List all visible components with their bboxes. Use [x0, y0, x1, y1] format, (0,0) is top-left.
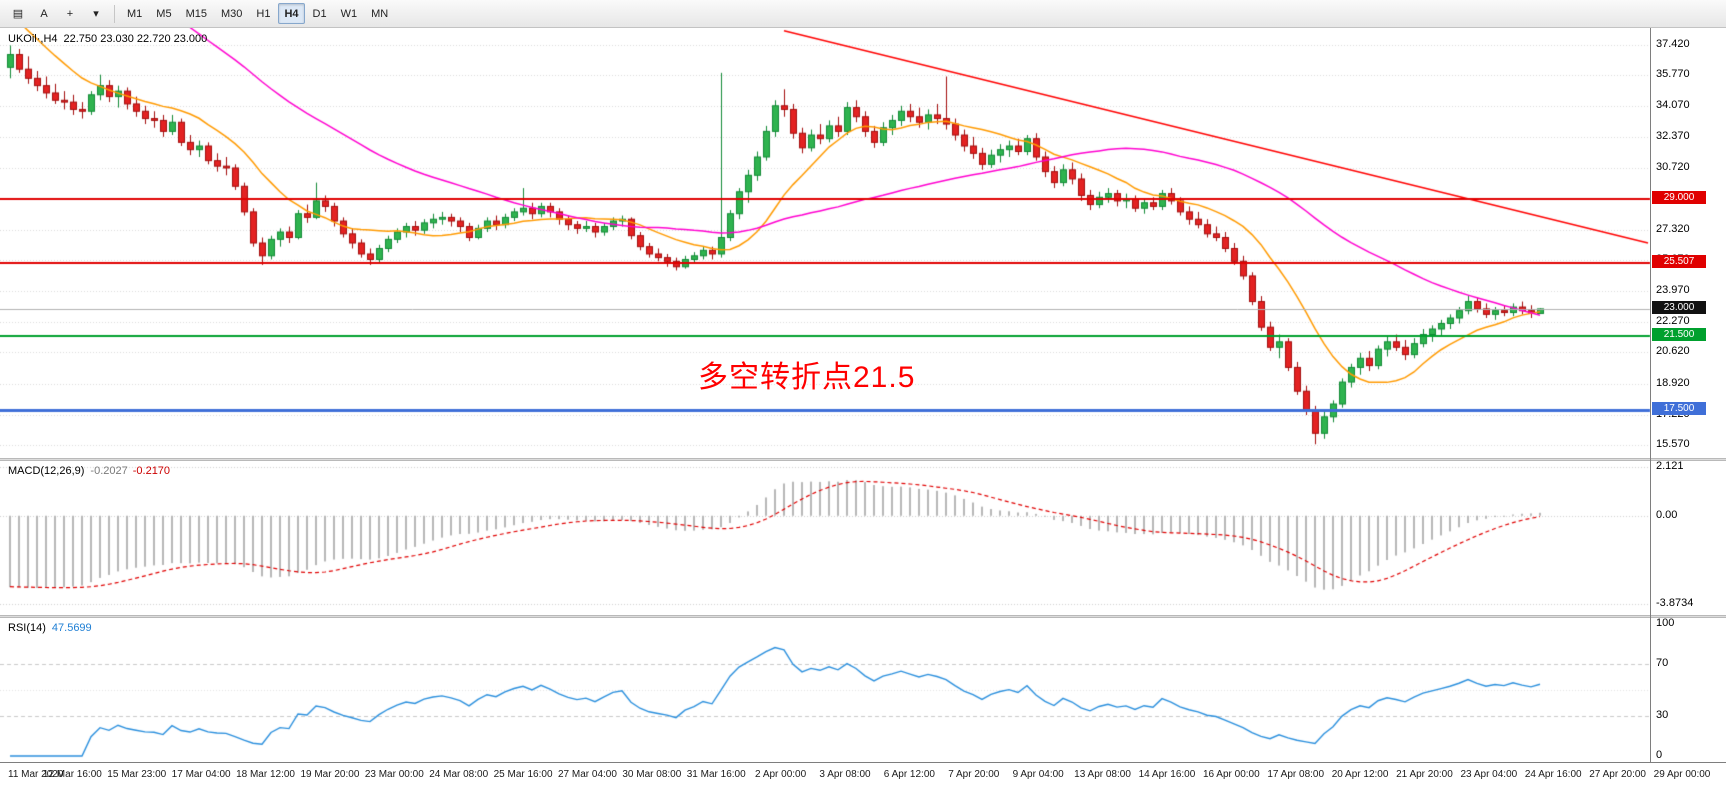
symbol-period-label: UKOil·,H4 — [8, 33, 58, 45]
rsi-scale-label: 70 — [1656, 656, 1669, 669]
price-level-badge-25.507: 25.507 — [1652, 254, 1706, 268]
price-axis-label: 37.420 — [1656, 38, 1690, 51]
price-axis-label: 22.270 — [1656, 315, 1690, 328]
time-axis-label: 9 Apr 04:00 — [1012, 769, 1064, 780]
chart-type-button[interactable]: ▤ — [12, 8, 24, 20]
timeframe-button-h4[interactable]: H4 — [278, 3, 305, 24]
time-axis-label: 19 Mar 20:00 — [300, 769, 360, 780]
price-axis-label: 15.570 — [1656, 437, 1690, 450]
time-axis-label: 11 Mar 2020 — [8, 769, 64, 780]
rsi-indicator-label: RSI(14) 47.5699 — [8, 622, 92, 634]
price-level-badge-17.500: 17.500 — [1652, 401, 1706, 415]
panel-splitter-macd[interactable] — [0, 458, 1726, 461]
toolbar-separator — [114, 4, 115, 23]
time-axis-label: 23 Apr 04:00 — [1460, 769, 1518, 780]
time-axis-label: 7 Apr 20:00 — [948, 769, 1000, 780]
timeframe-button-m1[interactable]: M1 — [127, 7, 143, 20]
time-axis-label: 29 Apr 00:00 — [1653, 769, 1711, 780]
timeframe-group: M1 M5 M15 M30 H1 H4 D1 W1 MN — [121, 3, 394, 24]
draw-tools-dropdown[interactable]: ▾ — [93, 8, 99, 20]
rsi-scale-label: 100 — [1656, 617, 1675, 629]
time-axis-label: 15 Mar 23:00 — [107, 769, 167, 780]
time-axis-label: 31 Mar 16:00 — [686, 769, 746, 780]
time-axis[interactable]: 11 Mar 2020 12 Mar 16:00 15 Mar 23:00 17 Ma… — [0, 762, 1726, 788]
time-axis-label: 24 Apr 16:00 — [1524, 769, 1582, 780]
timeframe-button-m5[interactable]: M5 — [156, 7, 172, 20]
time-axis-label: 3 Apr 08:00 — [819, 769, 871, 780]
macd-canvas[interactable] — [0, 461, 1726, 615]
rsi-scale-label: 0 — [1656, 749, 1663, 761]
time-axis-label: 2 Apr 00:00 — [755, 769, 807, 780]
price-axis-label: 20.620 — [1656, 345, 1690, 358]
macd-scale-label: 2.121 — [1656, 460, 1684, 473]
timeframe-button-h1[interactable]: H1 — [256, 7, 271, 20]
ohlc-values: 22.750 23.030 22.720 23.000 — [63, 33, 208, 45]
time-axis-label: 14 Apr 16:00 — [1138, 769, 1196, 780]
time-axis-label: 20 Apr 12:00 — [1331, 769, 1389, 780]
macd-name: MACD(12,26,9) — [8, 465, 85, 477]
time-axis-label: 23 Mar 00:00 — [364, 769, 424, 780]
time-axis-label: 27 Mar 04:00 — [557, 769, 617, 780]
price-axis-label: 27.320 — [1656, 222, 1690, 235]
price-axis-label: 23.970 — [1656, 284, 1690, 297]
time-axis-label: 17 Apr 08:00 — [1267, 769, 1325, 780]
macd-value-signal: -0.2170 — [132, 465, 171, 477]
timeframe-button-d1[interactable]: D1 — [312, 7, 327, 20]
time-axis-label: 24 Mar 08:00 — [429, 769, 489, 780]
time-axis-label: 27 Apr 20:00 — [1589, 769, 1646, 780]
time-axis-label: 17 Mar 04:00 — [171, 769, 231, 780]
time-axis-label: 12 Mar 16:00 — [42, 769, 102, 780]
time-axis-label: 6 Apr 12:00 — [883, 769, 935, 780]
crosshair-tool-button[interactable]: + — [66, 7, 74, 20]
macd-value-main: -0.2027 — [90, 465, 128, 477]
price-level-badge-23.000: 23.000 — [1652, 300, 1706, 314]
time-axis-label: 18 Mar 12:00 — [236, 769, 295, 780]
price-axis-label: 32.370 — [1656, 130, 1690, 143]
price-axis-label: 18.920 — [1656, 376, 1690, 389]
macd-scale-label: 0.00 — [1656, 508, 1678, 521]
time-axis-label: 30 Mar 08:00 — [622, 769, 682, 780]
price-axis-label: 30.720 — [1656, 160, 1690, 173]
price-level-badge-29.000: 29.000 — [1652, 191, 1706, 205]
time-axis-label: 13 Apr 08:00 — [1074, 769, 1131, 780]
price-axis-label: 34.070 — [1656, 99, 1690, 112]
toolbar-left-group: ▤ A + ▾ — [6, 3, 108, 24]
timeframe-button-m30[interactable]: M30 — [220, 7, 243, 20]
time-axis-label: 16 Apr 00:00 — [1202, 769, 1260, 780]
toolbar: ▤ A + ▾ M1 M5 M15 M30 H1 H4 D1 W1 MN — [0, 0, 1726, 28]
chart-annotation-text[interactable]: 多空转折点21.5 — [698, 361, 916, 394]
panel-splitter-rsi[interactable] — [0, 615, 1726, 618]
timeframe-button-w1[interactable]: W1 — [340, 7, 358, 20]
price-axis-border — [1650, 28, 1651, 762]
time-axis-label: 25 Mar 16:00 — [493, 769, 553, 780]
text-tool-button[interactable]: A — [40, 7, 48, 20]
price-axis-label: 35.770 — [1656, 68, 1690, 81]
rsi-canvas[interactable] — [0, 618, 1726, 762]
macd-indicator-label: MACD(12,26,9) -0.2027 -0.2170 — [8, 465, 170, 477]
rsi-scale-label: 30 — [1656, 709, 1669, 722]
price-level-badge-21.500: 21.500 — [1652, 328, 1706, 342]
main-chart-canvas[interactable] — [0, 28, 1726, 458]
chart-symbol-label: UKOil·,H4 22.750 23.030 22.720 23.000 — [8, 33, 207, 45]
price-axis[interactable]: 37.42035.77034.07032.37030.72029.02027.3… — [1652, 0, 1726, 788]
time-axis-label: 21 Apr 20:00 — [1396, 769, 1453, 780]
rsi-name: RSI(14) — [8, 622, 46, 634]
rsi-value: 47.5699 — [51, 622, 92, 634]
timeframe-button-m15[interactable]: M15 — [185, 7, 207, 20]
macd-scale-label: -3.8734 — [1656, 597, 1694, 610]
timeframe-button-mn[interactable]: MN — [371, 7, 389, 20]
